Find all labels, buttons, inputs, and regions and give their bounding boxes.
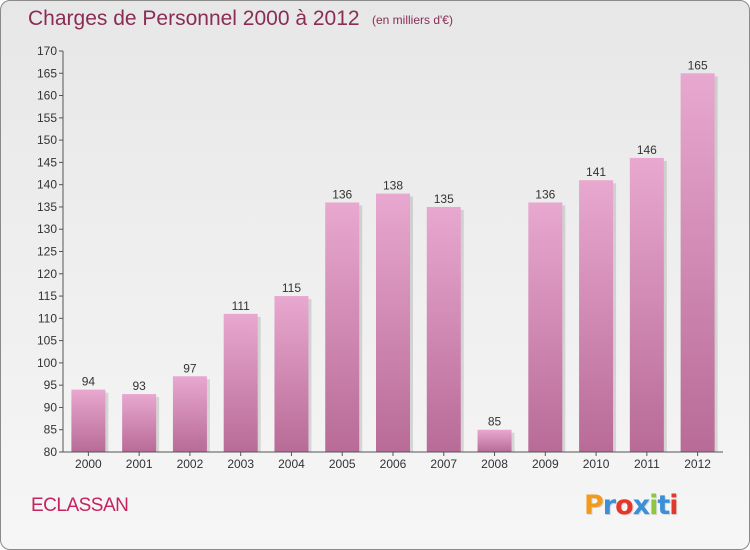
y-tick-label: 170 [37, 44, 57, 58]
y-tick-label: 85 [44, 423, 58, 437]
logo-letter: i [649, 490, 658, 521]
x-tick-label-2003: 2003 [227, 457, 254, 471]
logo-letter: t [657, 490, 670, 521]
y-tick-label: 105 [37, 334, 57, 348]
data-label-2008: 85 [488, 415, 502, 429]
bar-2012 [680, 73, 715, 453]
y-tick-label: 160 [37, 89, 57, 103]
bar-2005 [325, 202, 360, 452]
data-label-2006: 138 [383, 179, 403, 193]
bar-2009 [528, 202, 563, 452]
bar-2011 [629, 157, 664, 452]
data-label-2003: 111 [232, 299, 251, 313]
bar-2003 [223, 313, 258, 452]
x-tick-label-2001: 2001 [126, 457, 153, 471]
bar-2006 [376, 193, 410, 453]
y-tick-label: 140 [37, 178, 57, 192]
x-tick-label-2002: 2002 [177, 457, 204, 471]
data-label-2009: 136 [535, 187, 555, 201]
data-label-2010: 141 [586, 165, 606, 179]
data-label-2001: 93 [132, 379, 146, 393]
x-tick-label-2011: 2011 [634, 457, 660, 471]
logo-letter: x [632, 490, 650, 521]
data-label-2004: 115 [282, 281, 301, 295]
data-label-2007: 135 [434, 192, 454, 206]
x-tick-label-2010: 2010 [583, 457, 610, 471]
logo-letter: i [669, 490, 678, 521]
x-tick-label-2004: 2004 [278, 457, 305, 471]
y-tick-label: 155 [37, 111, 57, 125]
data-label-2012: 165 [688, 58, 708, 72]
bar-2000 [71, 389, 106, 452]
y-tick-label: 110 [38, 311, 57, 325]
x-tick-label-2005: 2005 [329, 457, 356, 471]
x-tick-label-2007: 2007 [430, 457, 457, 471]
y-tick-label: 90 [44, 400, 58, 414]
bar-2007 [426, 206, 461, 452]
bar-2001 [122, 394, 157, 452]
logo-letter: P [584, 490, 604, 521]
logo-letter: o [615, 490, 634, 521]
x-tick-label-2008: 2008 [481, 457, 508, 471]
data-label-2000: 94 [82, 375, 96, 389]
y-tick-label: 95 [44, 378, 58, 392]
logo-letter: r [602, 490, 616, 521]
x-tick-label-2012: 2012 [684, 457, 711, 471]
data-label-2002: 97 [183, 361, 197, 375]
proxiti-logo: Proxiti [584, 490, 679, 521]
y-tick-label: 120 [37, 267, 57, 281]
commune-name: ECLASSAN [31, 495, 129, 516]
chart-title: Charges de Personnel 2000 à 2012 [28, 7, 360, 30]
bar-2002 [172, 376, 207, 452]
chart-unit-note: (en milliers d'€) [372, 13, 453, 27]
y-tick-label: 80 [44, 445, 58, 459]
bar-2004 [274, 296, 309, 452]
bar-2010 [579, 180, 614, 452]
y-tick-label: 115 [38, 289, 57, 303]
x-tick-label-2000: 2000 [75, 457, 102, 471]
y-tick-label: 150 [37, 133, 57, 147]
bar-2008 [477, 429, 512, 452]
data-label-2011: 146 [637, 143, 657, 157]
y-tick-label: 100 [37, 356, 57, 370]
y-tick-label: 130 [37, 222, 57, 236]
y-tick-label: 165 [37, 66, 57, 80]
x-tick-label-2009: 2009 [532, 457, 559, 471]
y-tick-label: 125 [37, 245, 57, 259]
data-label-2005: 136 [332, 187, 352, 201]
x-tick-label-2006: 2006 [380, 457, 407, 471]
y-tick-label: 135 [37, 200, 57, 214]
y-tick-label: 145 [37, 155, 57, 169]
